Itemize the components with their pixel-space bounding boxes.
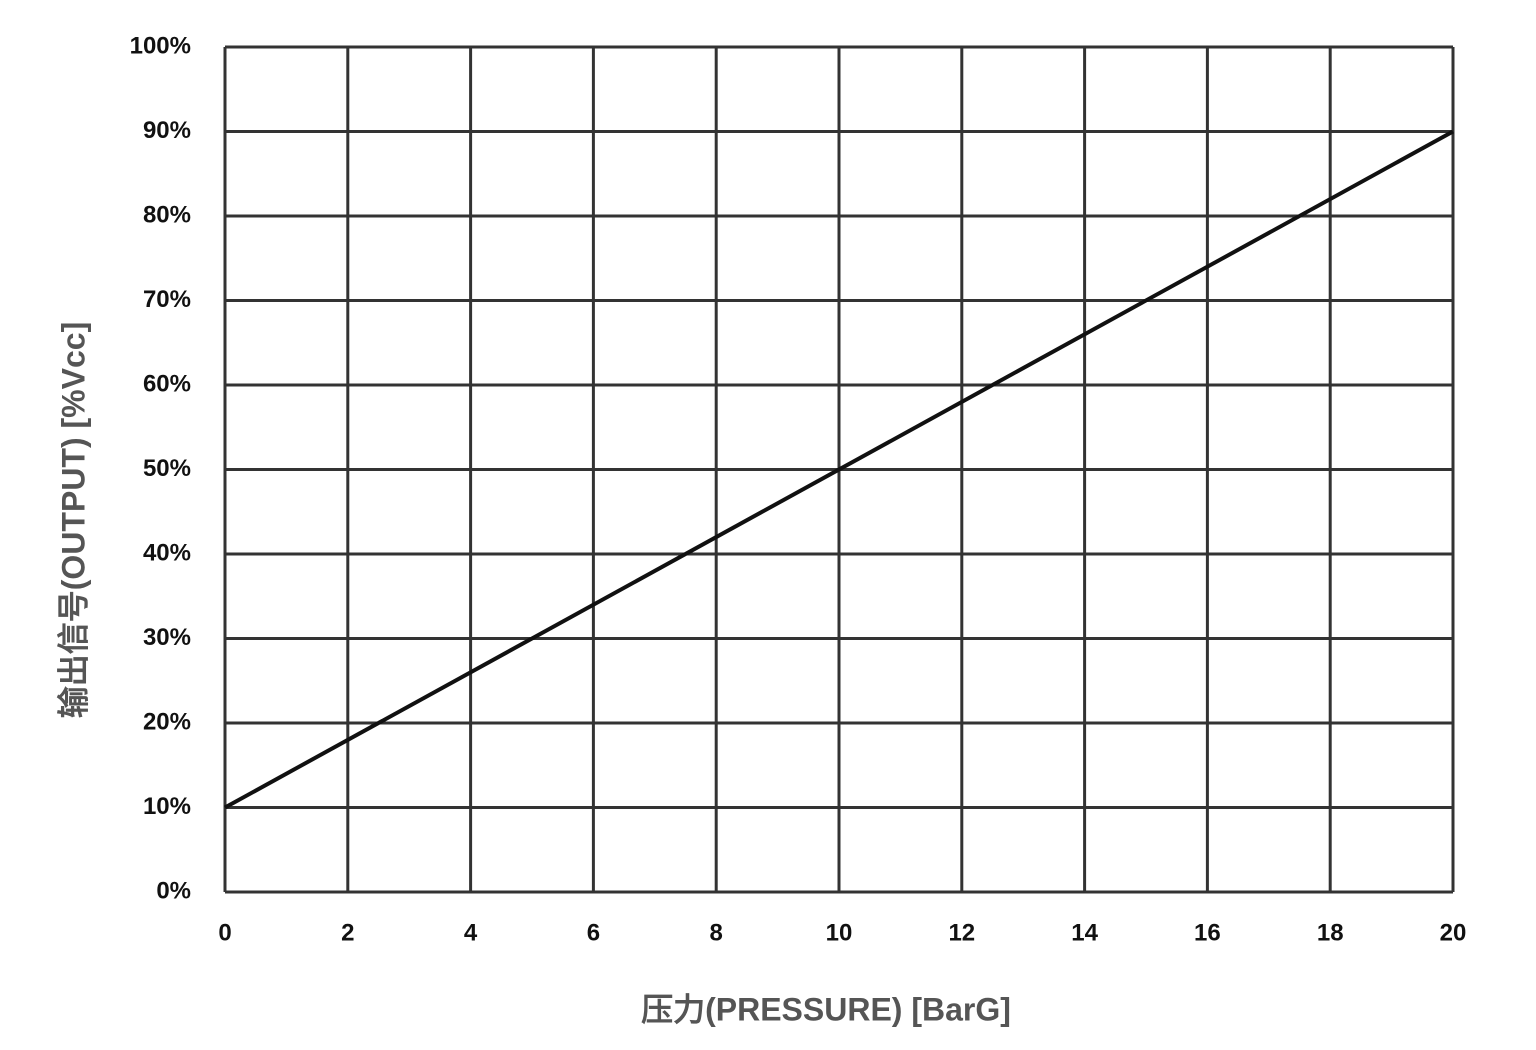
x-tick-label: 0 xyxy=(218,919,231,946)
data-line xyxy=(224,129,1454,810)
y-tick-label: 100% xyxy=(130,32,191,59)
x-tick-label: 4 xyxy=(464,919,478,946)
x-tick-label: 10 xyxy=(826,919,853,946)
x-tick-label: 2 xyxy=(341,919,354,946)
x-tick-label: 18 xyxy=(1317,919,1344,946)
y-tick-label: 80% xyxy=(143,201,191,228)
x-tick-label: 12 xyxy=(948,919,975,946)
x-tick-label: 6 xyxy=(587,919,600,946)
y-tick-label: 50% xyxy=(143,455,191,482)
y-tick-label: 0% xyxy=(156,877,191,904)
y-tick-label: 70% xyxy=(143,286,191,313)
x-tick-label: 16 xyxy=(1194,919,1221,946)
y-tick-label: 60% xyxy=(143,370,191,397)
y-tick-label: 10% xyxy=(143,793,191,820)
y-axis-title: 输出信号(OUTPUT) [%Vcc] xyxy=(55,322,91,718)
y-tick-label: 40% xyxy=(143,539,191,566)
x-axis-title: 压力(PRESSURE) [BarG] xyxy=(641,991,1011,1027)
y-tick-label: 30% xyxy=(143,624,191,651)
x-tick-label: 8 xyxy=(710,919,723,946)
y-tick-label: 20% xyxy=(143,708,191,735)
x-tick-label: 20 xyxy=(1440,919,1467,946)
y-tick-label: 90% xyxy=(143,117,191,144)
x-tick-label: 14 xyxy=(1071,919,1098,946)
